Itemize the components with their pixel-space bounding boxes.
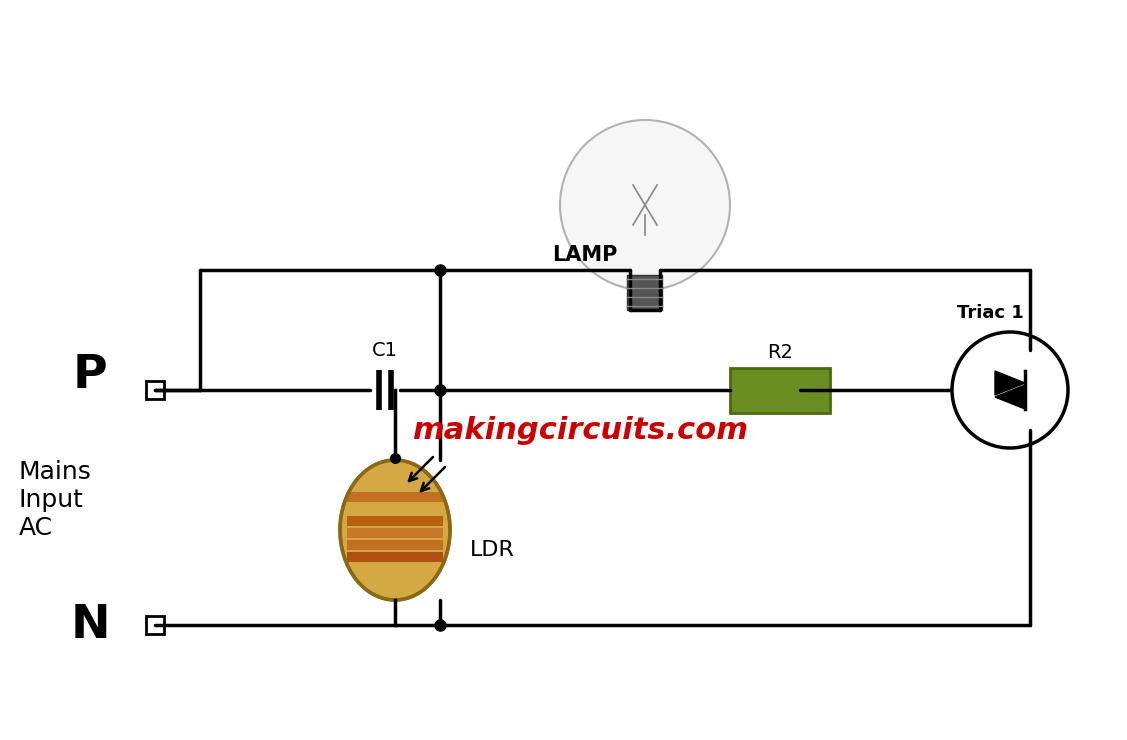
Polygon shape <box>995 371 1024 395</box>
Bar <box>347 492 443 502</box>
Bar <box>347 528 443 538</box>
Bar <box>147 381 165 399</box>
Text: makingcircuits.com: makingcircuits.com <box>412 415 748 445</box>
Text: N: N <box>70 602 109 648</box>
Bar <box>347 504 443 514</box>
Ellipse shape <box>340 460 450 600</box>
Circle shape <box>560 120 730 290</box>
Text: LAMP: LAMP <box>552 245 618 265</box>
Text: Triac 1: Triac 1 <box>957 304 1023 322</box>
Bar <box>347 552 443 562</box>
Bar <box>347 516 443 526</box>
Bar <box>628 275 663 310</box>
Text: P: P <box>72 352 107 397</box>
Circle shape <box>952 332 1068 448</box>
Polygon shape <box>995 385 1024 409</box>
Text: R2: R2 <box>767 343 793 362</box>
FancyBboxPatch shape <box>730 368 829 412</box>
Text: C1: C1 <box>372 340 398 360</box>
Text: LDR: LDR <box>470 540 515 560</box>
Bar <box>147 616 165 634</box>
Bar <box>347 540 443 550</box>
Text: Mains
Input
AC: Mains Input AC <box>18 460 91 539</box>
